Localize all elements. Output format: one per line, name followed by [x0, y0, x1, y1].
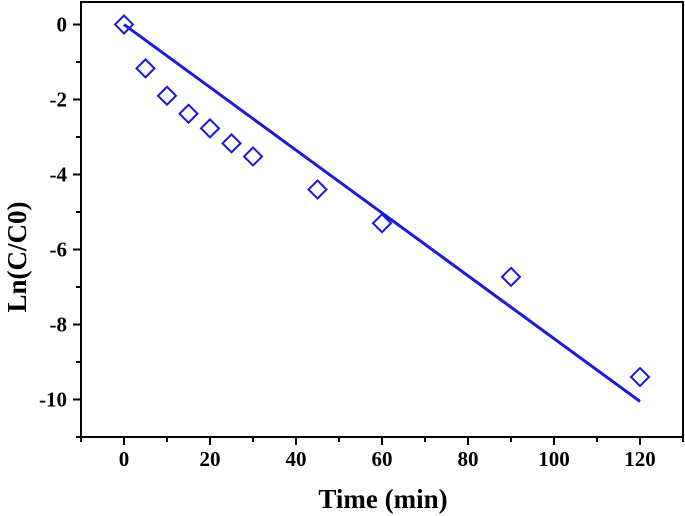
x-tick-label: 120	[624, 447, 656, 471]
y-tick-label: -10	[39, 388, 67, 412]
data-point	[156, 85, 178, 107]
y-tick-label: 0	[57, 13, 68, 37]
data-point	[500, 266, 522, 288]
data-point	[371, 212, 393, 234]
data-point	[242, 146, 264, 167]
y-axis-title: Ln(C/C0)	[2, 201, 32, 312]
y-tick-label: -2	[50, 88, 68, 112]
y-tick-label: -6	[50, 238, 68, 262]
data-point	[199, 117, 221, 139]
plot-frame	[80, 1, 684, 438]
data-point	[307, 179, 328, 200]
x-tick-label: 100	[538, 447, 570, 471]
data-point	[629, 366, 651, 388]
x-tick-label: 80	[458, 447, 479, 471]
data-point	[113, 14, 135, 35]
x-axis-title: Time (min)	[318, 484, 447, 514]
x-tick-label: 60	[372, 447, 393, 471]
y-tick-label: -4	[50, 163, 68, 187]
x-tick-label: 40	[286, 447, 307, 471]
data-point	[178, 103, 199, 125]
y-tick-label: -8	[50, 313, 68, 337]
data-points	[113, 14, 651, 388]
x-tick-label: 20	[200, 447, 221, 471]
data-point	[135, 57, 156, 79]
axis-ticks	[73, 23, 684, 445]
plot-border	[80, 1, 684, 438]
tick-labels: 0 20 40 60 80 100 120 0 -2 -4 -6 -8 -10	[39, 13, 656, 472]
data-point	[221, 132, 242, 154]
x-tick-label: 0	[119, 447, 130, 471]
